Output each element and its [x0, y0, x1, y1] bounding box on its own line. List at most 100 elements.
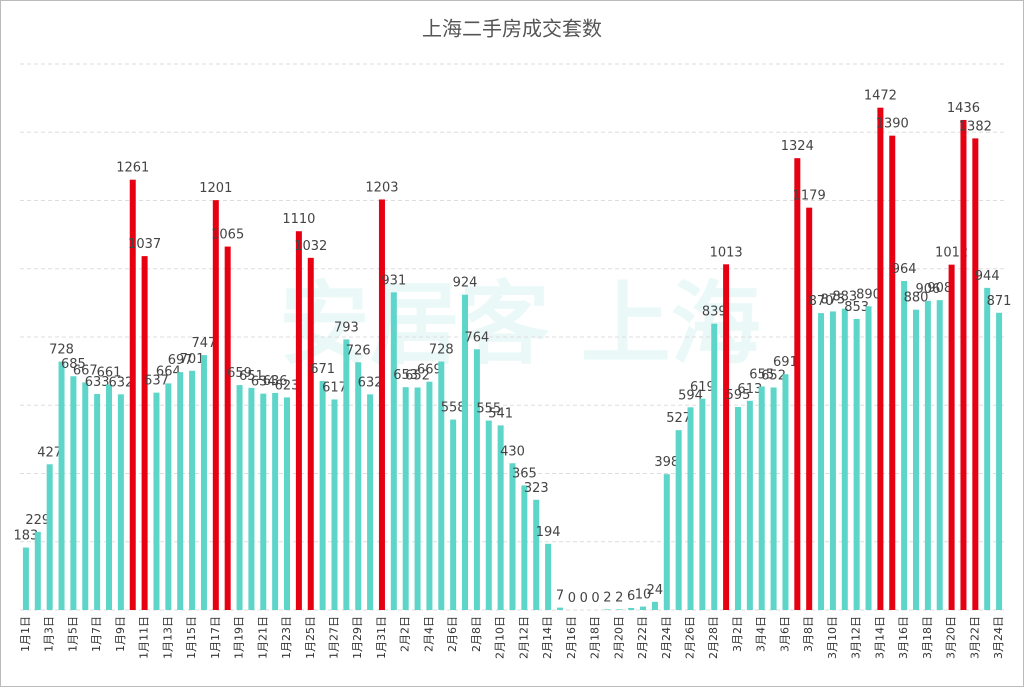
- data-label: 653: [393, 368, 418, 383]
- data-label: 594: [678, 388, 703, 403]
- bar: [723, 264, 730, 610]
- bar: [901, 281, 908, 610]
- bar: [675, 430, 682, 610]
- x-tick-label: 3月4日: [755, 616, 768, 652]
- bar: [806, 207, 813, 610]
- data-label: 24: [647, 583, 664, 598]
- data-label: 365: [512, 466, 537, 481]
- data-label: 906: [915, 282, 940, 297]
- data-label: 194: [536, 525, 561, 540]
- bar: [426, 381, 433, 610]
- x-tick-label: 1月11日: [138, 616, 151, 659]
- data-label: 701: [180, 352, 205, 367]
- bar: [497, 425, 504, 610]
- bar: [829, 311, 836, 610]
- x-tick-label: 3月16日: [897, 616, 910, 659]
- bar: [509, 463, 516, 610]
- bar: [924, 300, 931, 610]
- data-label: 924: [453, 276, 478, 291]
- x-tick-label: 1月29日: [351, 616, 364, 659]
- data-label: 853: [844, 300, 869, 315]
- data-label: 527: [666, 411, 691, 426]
- data-label: 427: [37, 445, 62, 460]
- bar: [960, 119, 967, 610]
- x-tick-label: 1月21日: [256, 616, 269, 659]
- bar: [912, 309, 919, 610]
- x-tick-label: 3月14日: [873, 616, 886, 659]
- bar: [284, 397, 291, 610]
- bar: [129, 179, 136, 610]
- x-tick-label: 2月10日: [494, 616, 507, 659]
- bar: [640, 606, 647, 610]
- x-tick-label: 1月9日: [114, 616, 127, 652]
- data-label: 6: [627, 589, 635, 604]
- bar: [948, 264, 955, 610]
- data-label: 634: [251, 375, 276, 390]
- bar: [734, 406, 741, 610]
- bar: [533, 499, 540, 610]
- bar: [889, 135, 896, 610]
- bar: [414, 387, 421, 610]
- bar: [604, 609, 611, 610]
- bar: [82, 382, 89, 610]
- x-tick-label: 3月22日: [968, 616, 981, 659]
- bar: [841, 308, 848, 610]
- x-tick-label: 3月6日: [778, 616, 791, 652]
- data-label: 964: [892, 262, 917, 277]
- x-tick-label: 2月26日: [684, 616, 697, 659]
- data-label: 1382: [959, 119, 992, 134]
- bar: [936, 300, 943, 610]
- x-tick-label: 2月2日: [399, 616, 412, 652]
- data-label: 7: [556, 589, 564, 604]
- bar: [141, 256, 148, 610]
- bar: [996, 312, 1003, 610]
- data-label: 661: [97, 365, 122, 380]
- bar: [663, 474, 670, 610]
- data-label: 664: [156, 364, 181, 379]
- data-label: 1324: [781, 139, 814, 154]
- data-label: 1013: [710, 245, 743, 260]
- x-tick-label: 1月25日: [304, 616, 317, 659]
- bar: [165, 383, 172, 610]
- bar: [770, 387, 777, 610]
- data-label: 764: [464, 330, 489, 345]
- bar: [485, 420, 492, 610]
- bar: [307, 257, 314, 610]
- x-tick-label: 2月22日: [636, 616, 649, 659]
- data-label: 1037: [128, 237, 161, 252]
- data-label: 669: [417, 363, 442, 378]
- bar: [462, 294, 469, 610]
- bar: [865, 306, 872, 610]
- bar: [343, 339, 350, 610]
- bar: [782, 374, 789, 610]
- data-label: 871: [987, 294, 1012, 309]
- bar: [117, 394, 124, 610]
- data-label: 667: [73, 363, 98, 378]
- x-tick-label: 2月28日: [707, 616, 720, 659]
- data-label: 229: [25, 513, 50, 528]
- bar: [200, 355, 207, 610]
- bar: [521, 485, 528, 610]
- bar: [177, 372, 184, 610]
- x-tick-label: 1月27日: [327, 616, 340, 659]
- data-label: 1012: [935, 246, 968, 261]
- data-label: 1065: [211, 228, 244, 243]
- bar: [378, 199, 385, 610]
- data-label: 558: [441, 401, 466, 416]
- x-tick-label: 1月23日: [280, 616, 293, 659]
- data-label: 1436: [947, 101, 980, 116]
- data-label: 870: [809, 294, 834, 309]
- bar: [651, 601, 658, 610]
- x-tick-label: 3月24日: [992, 616, 1005, 659]
- bar: [106, 384, 113, 610]
- chart-title: 上海二手房成交套数: [422, 17, 602, 41]
- bar: [972, 138, 979, 610]
- data-label: 2: [615, 590, 623, 605]
- x-tick-label: 2月12日: [517, 616, 530, 659]
- data-label: 398: [654, 455, 679, 470]
- x-tick-label: 2月8日: [470, 616, 483, 652]
- data-label: 651: [239, 369, 264, 384]
- x-tick-label: 3月12日: [850, 616, 863, 659]
- data-label: 659: [227, 366, 252, 381]
- bar: [189, 370, 196, 610]
